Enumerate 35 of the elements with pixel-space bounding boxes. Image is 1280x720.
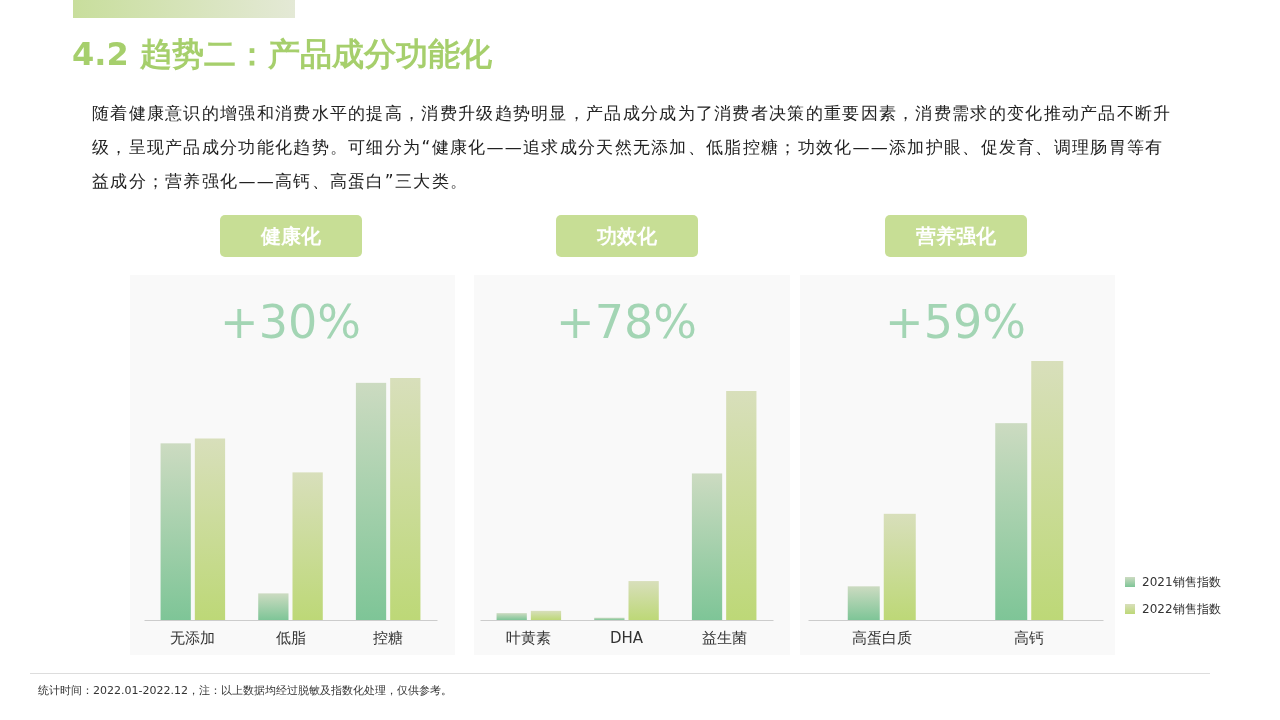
bar [883, 513, 916, 620]
bar [691, 473, 723, 620]
text: 随着健康意识的增强和消费水平的提高，消费升级趋势明显，产品成分成为了消费者决策的重要因素，消费需求的变化推动产品不断升级，呈现产品成分功能化趋势。可细分为“健康化——追求成分天然无添加、低脂控糖；功效化——添加护眼、促发育、调理肠胃等有益成分；营养强化——高钙、高蛋白”三大类。 [92, 102, 1173, 193]
bar [995, 423, 1028, 620]
x-tick-label: 益生菌 [701, 628, 747, 647]
x-tick-label: 高钙 [1014, 628, 1045, 647]
bar [292, 472, 323, 620]
x-tick-label: 控糖 [373, 628, 404, 647]
x-tick-label: 无添加 [170, 628, 216, 647]
chart-subtitle: +78% [555, 295, 698, 349]
legend-label: 2021销售指数 [1142, 575, 1221, 590]
bar [390, 378, 421, 620]
bar [194, 438, 226, 620]
chart-title: 健康化 [219, 215, 362, 257]
chart-title: 营养强化 [884, 215, 1027, 257]
chart-title: 功效化 [555, 215, 698, 257]
legend-label: 2022销售指数 [1142, 602, 1221, 617]
bar [594, 617, 625, 620]
bar [496, 613, 527, 620]
bar [355, 382, 387, 620]
text: 统计时间：2022.01-2022.12，注：以上数据均经过脱敏及指数化处理，仅供参考。 [38, 683, 452, 698]
bar [530, 610, 562, 620]
x-tick-label: 叶黄素 [506, 628, 552, 647]
bar [628, 581, 659, 620]
text: 4.2 趋势二：产品成分功能化 [72, 34, 492, 75]
bar [1031, 361, 1064, 620]
bar [726, 391, 757, 620]
chart-subtitle: +59% [884, 295, 1027, 349]
bar [160, 443, 191, 620]
x-tick-label: 低脂 [275, 628, 306, 647]
bar [847, 586, 880, 620]
x-tick-label: 高蛋白质 [851, 628, 912, 647]
chart-subtitle: +30% [219, 295, 362, 349]
x-tick-label: DHA [609, 628, 644, 647]
bar [258, 593, 289, 620]
